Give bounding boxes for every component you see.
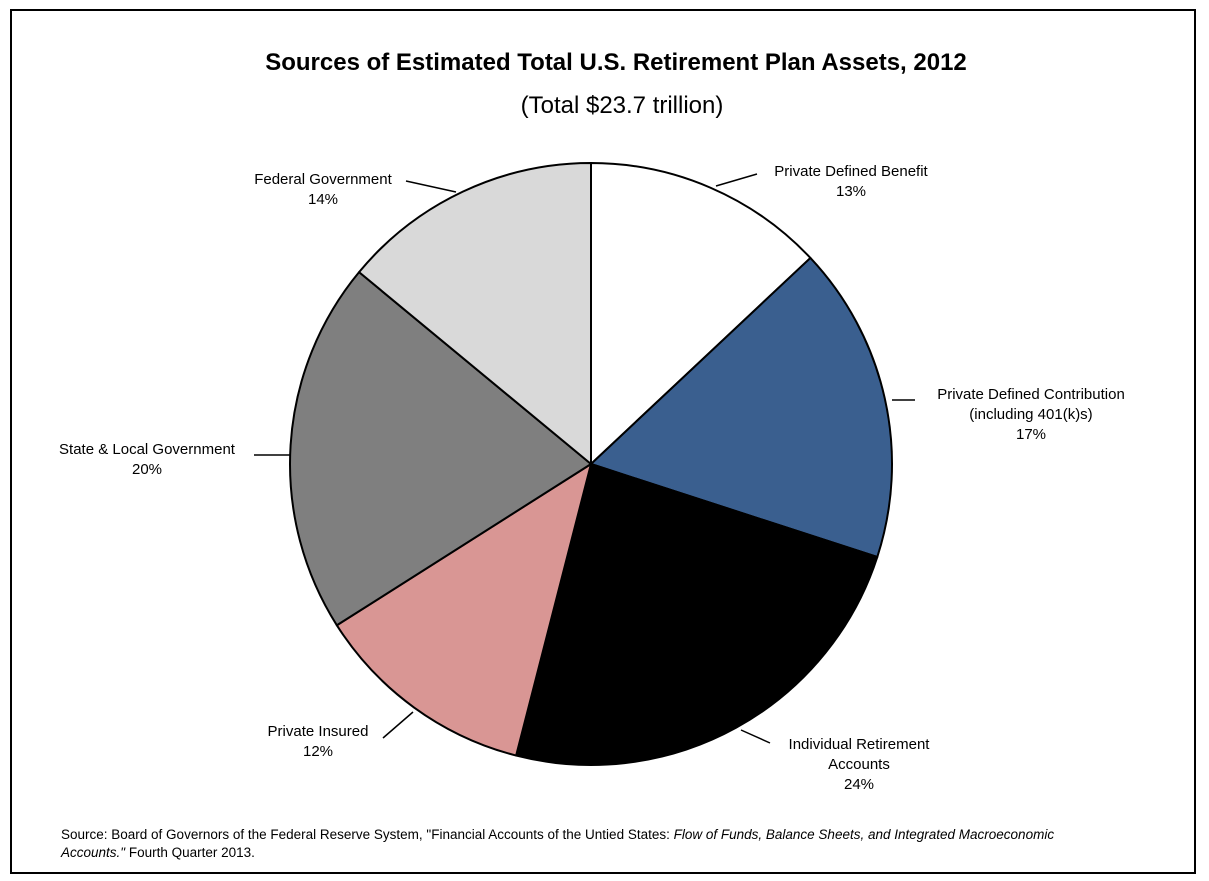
source-italic: Flow of Funds, Balance Sheets, and Integ… [61, 827, 1055, 860]
slice-label-line: 24% [844, 776, 874, 793]
slice-label-3: Private Insured 12% [268, 723, 369, 760]
leader-line-5 [405, 180, 457, 193]
pie-slice-3 [335, 463, 592, 757]
chart-title: Sources of Estimated Total U.S. Retireme… [265, 49, 967, 76]
slice-labels: Private Defined Benefit 13%Private Define… [59, 163, 1125, 793]
slice-label-line: State & Local Government [59, 441, 236, 458]
slice-label-line: (including 401(k)s) [969, 406, 1092, 423]
source-note: Source: Board of Governors of the Federa… [61, 826, 1061, 862]
pie-slices [289, 162, 893, 766]
source-prefix: Source: Board of Governors of the Federa… [61, 827, 674, 842]
slice-label-line: 13% [836, 183, 866, 200]
slice-label-2: Individual Retirement Accounts 24% [789, 736, 931, 793]
slice-label-0: Private Defined Benefit 13% [774, 163, 928, 200]
slice-label-line: 14% [308, 191, 338, 208]
leader-line-2 [740, 729, 771, 744]
pie-slice-1 [590, 256, 893, 559]
pie-slice-5 [358, 162, 592, 465]
slice-label-1: Private Defined Contribution (including 4… [937, 386, 1125, 443]
slice-label-line: Individual Retirement [789, 736, 931, 753]
slice-label-line: Accounts [828, 756, 890, 773]
slice-label-line: 17% [1016, 426, 1046, 443]
slice-label-line: Private Defined Contribution [937, 386, 1125, 403]
slice-label-5: Federal Government 14% [254, 171, 392, 208]
chart-subtitle: (Total $23.7 trillion) [520, 92, 724, 119]
pie-slice-4 [289, 271, 592, 627]
slice-label-line: Federal Government [254, 171, 392, 188]
source-suffix: Fourth Quarter 2013. [125, 845, 255, 860]
leader-line-0 [715, 173, 758, 187]
slice-label-line: Private Insured [268, 723, 369, 740]
slice-label-line: 12% [303, 743, 333, 760]
leader-line-3 [382, 711, 414, 739]
slice-label-4: State & Local Government 20% [59, 441, 236, 478]
slice-label-line: 20% [132, 461, 162, 478]
pie-slice-0 [590, 162, 812, 465]
leader-lines [254, 173, 915, 744]
slice-label-line: Private Defined Benefit [774, 163, 928, 180]
pie-slice-2 [515, 463, 879, 766]
